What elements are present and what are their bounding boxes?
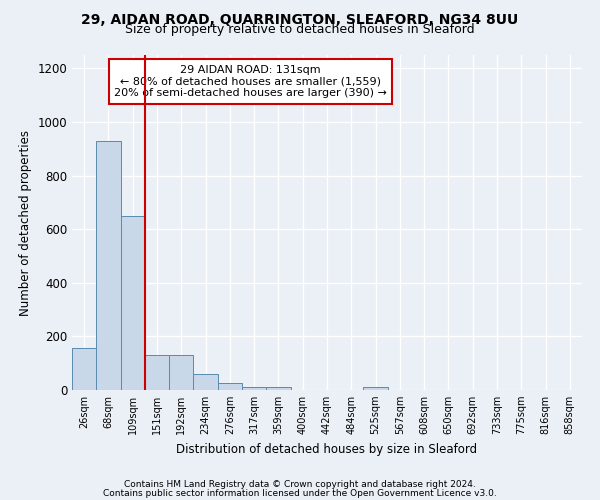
Bar	[121, 216, 145, 390]
Bar	[364, 387, 388, 390]
Bar	[218, 384, 242, 390]
Text: 29 AIDAN ROAD: 131sqm
← 80% of detached houses are smaller (1,559)
20% of semi-d: 29 AIDAN ROAD: 131sqm ← 80% of detached …	[114, 65, 387, 98]
Text: Contains HM Land Registry data © Crown copyright and database right 2024.: Contains HM Land Registry data © Crown c…	[124, 480, 476, 489]
Bar	[242, 387, 266, 390]
X-axis label: Distribution of detached houses by size in Sleaford: Distribution of detached houses by size …	[176, 442, 478, 456]
Text: Size of property relative to detached houses in Sleaford: Size of property relative to detached ho…	[125, 22, 475, 36]
Bar	[96, 141, 121, 390]
Y-axis label: Number of detached properties: Number of detached properties	[19, 130, 32, 316]
Bar	[72, 348, 96, 390]
Bar	[169, 355, 193, 390]
Bar	[193, 374, 218, 390]
Text: 29, AIDAN ROAD, QUARRINGTON, SLEAFORD, NG34 8UU: 29, AIDAN ROAD, QUARRINGTON, SLEAFORD, N…	[82, 12, 518, 26]
Text: Contains public sector information licensed under the Open Government Licence v3: Contains public sector information licen…	[103, 488, 497, 498]
Bar	[266, 387, 290, 390]
Bar	[145, 355, 169, 390]
